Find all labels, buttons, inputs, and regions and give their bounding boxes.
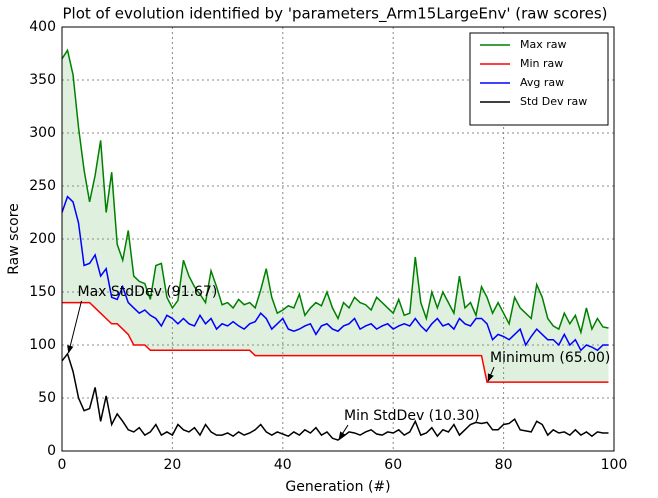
y-tick-label: 0 xyxy=(47,443,56,459)
y-tick-label: 300 xyxy=(29,125,56,141)
series-line xyxy=(61,352,609,441)
y-tick-label: 250 xyxy=(29,178,56,194)
fill-area xyxy=(62,50,609,383)
y-axis-label: Raw score xyxy=(6,203,22,275)
x-tick-label: 40 xyxy=(274,457,292,473)
y-tick-label: 150 xyxy=(29,284,56,300)
y-tick-label: 350 xyxy=(29,72,56,88)
plot-frame xyxy=(61,26,615,452)
y-tick-label: 100 xyxy=(29,337,56,353)
x-axis-label: Generation (#) xyxy=(285,479,390,495)
series-line xyxy=(61,195,609,352)
series-line xyxy=(61,48,609,336)
legend-label: Avg raw xyxy=(520,76,564,89)
y-tick-label: 400 xyxy=(29,19,56,35)
annotation-text: Minimum (65.00) xyxy=(490,350,610,366)
annotation-arrow xyxy=(338,424,349,440)
series-line xyxy=(62,301,609,383)
x-tick-label: 100 xyxy=(601,457,628,473)
x-tick-label: 20 xyxy=(163,457,181,473)
annotation-arrow xyxy=(487,366,495,382)
annotation-text: Min StdDev (10.30) xyxy=(344,408,480,424)
annotation-arrow xyxy=(67,300,83,354)
legend-label: Min raw xyxy=(520,57,563,70)
y-tick-label: 50 xyxy=(38,390,56,406)
y-tick-label: 200 xyxy=(29,231,56,247)
x-tick-label: 0 xyxy=(58,457,67,473)
annotation-text: Max StdDev (91.67) xyxy=(78,284,218,300)
legend-label: Max raw xyxy=(520,38,567,51)
legend-label: Std Dev raw xyxy=(520,95,587,108)
x-tick-label: 60 xyxy=(384,457,402,473)
x-tick-label: 80 xyxy=(495,457,513,473)
legend-box xyxy=(469,32,609,126)
chart-title: Plot of evolution identified by 'paramet… xyxy=(63,5,608,24)
